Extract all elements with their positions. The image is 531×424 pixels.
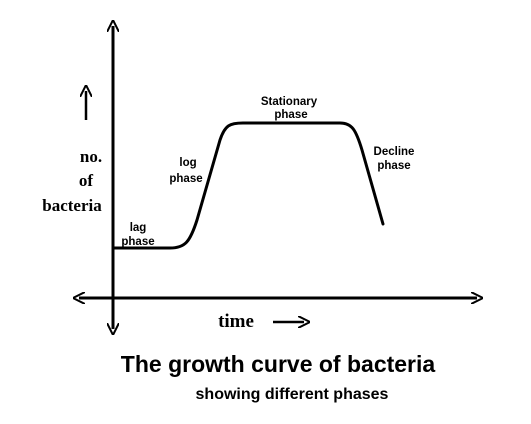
decline-phase-label-line2: phase [377, 160, 410, 172]
y-axis-label-line3: bacteria [42, 196, 102, 215]
lag-phase-label-line1: lag [130, 222, 147, 234]
stationary-phase-label-line2: phase [274, 109, 307, 121]
lag-phase-label-line2: phase [121, 236, 154, 248]
decline-phase-label-line1: Decline [374, 146, 415, 158]
y-axis-label-line1: no. [80, 147, 102, 166]
stationary-phase-label-line1: Stationary [261, 96, 318, 108]
growth-curve [111, 121, 385, 250]
x-axis-label: time [218, 311, 254, 332]
diagram-title: The growth curve of bacteria [121, 351, 436, 377]
log-phase-label-line2: phase [169, 173, 202, 185]
log-phase-label-line1: log [179, 157, 196, 169]
diagram-subtitle: showing different phases [196, 386, 389, 403]
y-axis-label-line2: of [79, 171, 94, 190]
